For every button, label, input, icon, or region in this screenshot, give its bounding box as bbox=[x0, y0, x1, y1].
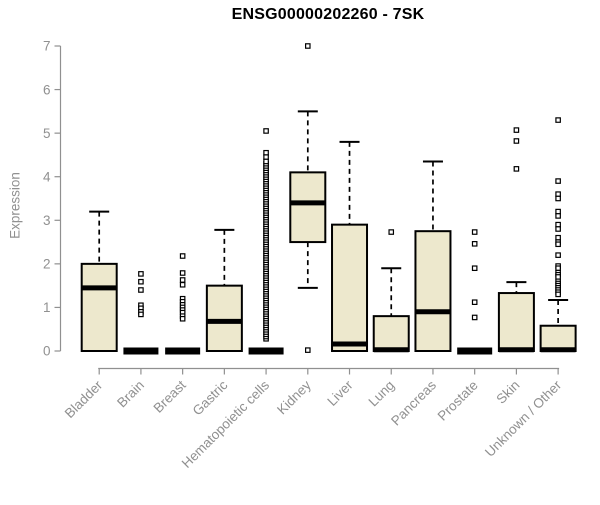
outlier-point-unknown-other bbox=[555, 241, 561, 248]
outlier-point-prostate bbox=[471, 241, 478, 247]
outlier-point-unknown-other bbox=[555, 191, 561, 197]
outlier-point-unknown-other bbox=[555, 208, 561, 215]
box-unknown-other bbox=[539, 324, 577, 353]
outlier-point-unknown-other bbox=[555, 265, 561, 272]
outlier-point-unknown-other bbox=[555, 291, 561, 298]
outlier-point-unknown-other bbox=[555, 274, 561, 280]
x-axis-category-label-brain: Brain bbox=[114, 378, 147, 411]
chart-title: ENSG00000202260 - 7SK bbox=[231, 6, 425, 23]
outlier-point-unknown-other bbox=[555, 195, 561, 202]
box-kidney bbox=[289, 171, 327, 244]
outlier-point-brain bbox=[138, 311, 144, 318]
outlier-point-breast bbox=[179, 315, 186, 322]
x-axis-category-label-skin: Skin bbox=[493, 378, 522, 407]
box-lung bbox=[372, 315, 410, 352]
outlier-point-prostate bbox=[471, 265, 478, 272]
y-axis-tick-label: 5 bbox=[43, 126, 51, 141]
box-pancreas bbox=[414, 230, 452, 352]
x-axis-category-label-pancreas: Pancreas bbox=[388, 377, 439, 428]
y-axis-tick-label: 2 bbox=[43, 257, 51, 272]
x-axis-category-label-prostate: Prostate bbox=[435, 378, 481, 424]
outlier-point-unknown-other bbox=[555, 252, 561, 258]
outlier-point-unknown-other bbox=[555, 213, 561, 219]
x-axis-category-label-lung: Lung bbox=[366, 378, 398, 410]
y-axis-tick-label: 4 bbox=[43, 169, 51, 184]
y-axis-tick-label: 7 bbox=[43, 39, 51, 54]
outlier-point-hematopoietic-cells bbox=[263, 154, 269, 160]
box-bladder bbox=[80, 262, 118, 353]
box-collapsed-prostate bbox=[457, 347, 493, 355]
x-axis-category-label-kidney: Kidney bbox=[274, 377, 314, 417]
outlier-point-hematopoietic-cells bbox=[263, 128, 269, 134]
outlier-point-brain bbox=[138, 271, 144, 277]
outlier-point-breast bbox=[179, 253, 186, 259]
y-axis-tick-label: 3 bbox=[43, 213, 51, 228]
box-gastric bbox=[205, 284, 243, 352]
outlier-point-unknown-other bbox=[555, 178, 561, 184]
box-skin bbox=[497, 292, 535, 352]
x-axis-category-label-breast: Breast bbox=[151, 377, 189, 415]
y-axis-tick-label: 1 bbox=[43, 300, 51, 315]
outlier-point-prostate bbox=[471, 299, 478, 306]
outlier-point-breast bbox=[179, 277, 186, 283]
outlier-point-unknown-other bbox=[555, 117, 561, 123]
outlier-point-unknown-other bbox=[555, 226, 561, 232]
outlier-point-lung bbox=[388, 229, 395, 235]
outlier-point-skin bbox=[513, 138, 520, 144]
x-axis-category-label-gastric: Gastric bbox=[190, 377, 231, 418]
outlier-point-skin bbox=[513, 127, 520, 133]
x-axis-category-label-unknown-other: Unknown / Other bbox=[482, 377, 565, 460]
outlier-point-unknown-other bbox=[555, 221, 561, 228]
outlier-point-hematopoietic-cells bbox=[263, 158, 269, 165]
y-axis-label: Expression bbox=[7, 172, 23, 239]
x-axis-category-label-bladder: Bladder bbox=[62, 377, 106, 421]
outlier-point-hematopoietic-cells bbox=[263, 149, 269, 156]
outlier-point-kidney bbox=[305, 43, 311, 49]
box-collapsed-brain bbox=[123, 347, 159, 355]
outlier-point-brain bbox=[138, 287, 144, 293]
outlier-point-breast bbox=[179, 270, 186, 276]
outlier-point-brain bbox=[138, 278, 144, 285]
outlier-point-unknown-other bbox=[555, 234, 561, 241]
y-axis-tick-label: 0 bbox=[43, 344, 51, 359]
x-axis-category-label-liver: Liver bbox=[324, 377, 356, 409]
y-axis-tick-label: 6 bbox=[43, 82, 51, 97]
outlier-point-prostate bbox=[471, 229, 478, 235]
box-collapsed-breast bbox=[165, 347, 201, 355]
outlier-point-skin bbox=[513, 166, 520, 172]
box-collapsed-hematopoietic-cells bbox=[248, 347, 284, 355]
box-liver bbox=[331, 223, 369, 352]
outlier-point-prostate bbox=[471, 314, 478, 321]
outlier-point-kidney bbox=[305, 347, 311, 353]
outlier-point-breast bbox=[179, 281, 186, 288]
